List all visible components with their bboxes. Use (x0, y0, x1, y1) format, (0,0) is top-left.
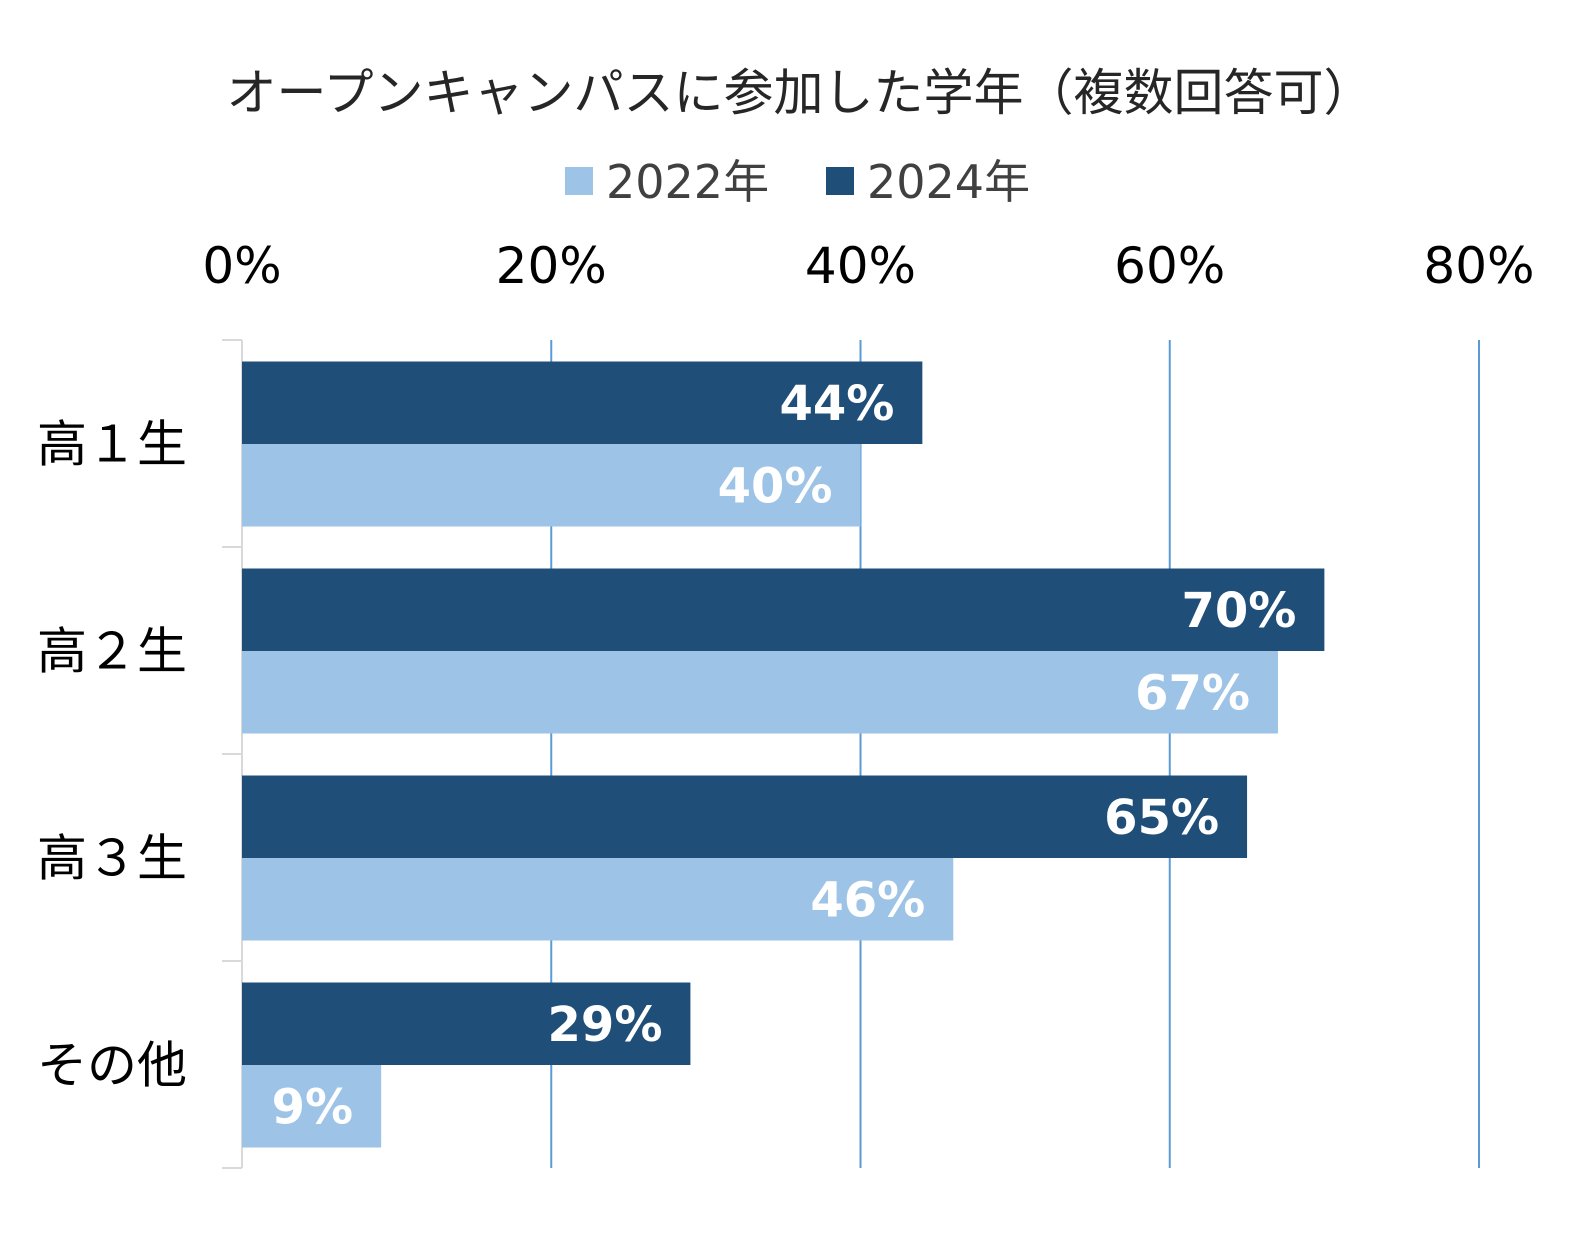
data-label: 70% (1181, 583, 1296, 639)
x-tick-label: 20% (496, 237, 607, 295)
bar-2022-1 (242, 651, 1278, 734)
data-label: 29% (548, 997, 663, 1053)
category-label: 高３生 (37, 830, 187, 888)
legend: 2022年 2024年 (565, 155, 1030, 209)
data-label: 67% (1135, 665, 1250, 721)
bar-2022-3 (242, 1065, 382, 1148)
category-label: 高２生 (37, 623, 187, 681)
x-tick-label: 0% (202, 237, 281, 295)
chart-title: オープンキャンパスに参加した学年（複数回答可） (227, 64, 1374, 122)
bar-2024-0 (242, 361, 923, 444)
legend-swatch-2024 (826, 167, 854, 195)
data-label: 9% (272, 1079, 354, 1135)
bar-2022-2 (242, 858, 954, 941)
legend-label-2022: 2022年 (606, 155, 769, 209)
data-label: 40% (718, 458, 833, 514)
x-tick-label: 40% (805, 237, 916, 295)
data-label: 44% (779, 376, 894, 432)
bar-2022-0 (242, 444, 861, 527)
legend-label-2024: 2024年 (867, 155, 1030, 209)
category-label: 高１生 (37, 416, 187, 474)
category-label: その他 (37, 1037, 187, 1095)
bar-2024-2 (242, 775, 1248, 858)
data-label: 46% (810, 872, 925, 928)
x-tick-label: 60% (1114, 237, 1225, 295)
bar-2024-1 (242, 568, 1325, 651)
bar-2024-3 (242, 982, 691, 1065)
legend-swatch-2022 (565, 167, 593, 195)
x-tick-label: 80% (1423, 237, 1534, 295)
data-label: 65% (1104, 790, 1219, 846)
